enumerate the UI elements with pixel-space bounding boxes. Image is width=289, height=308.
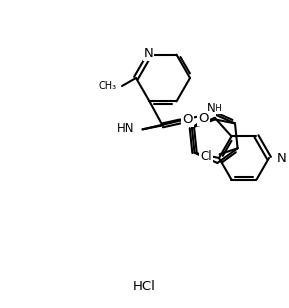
- Text: N: N: [206, 102, 215, 115]
- Text: N: N: [277, 152, 287, 164]
- Text: Cl: Cl: [200, 150, 212, 163]
- Text: CH₃: CH₃: [99, 81, 117, 91]
- Text: O: O: [199, 112, 209, 125]
- Text: H: H: [214, 104, 221, 113]
- Text: HN: HN: [117, 122, 134, 135]
- Text: O: O: [182, 113, 193, 126]
- Text: HCl: HCl: [133, 279, 155, 293]
- Text: N: N: [144, 47, 153, 60]
